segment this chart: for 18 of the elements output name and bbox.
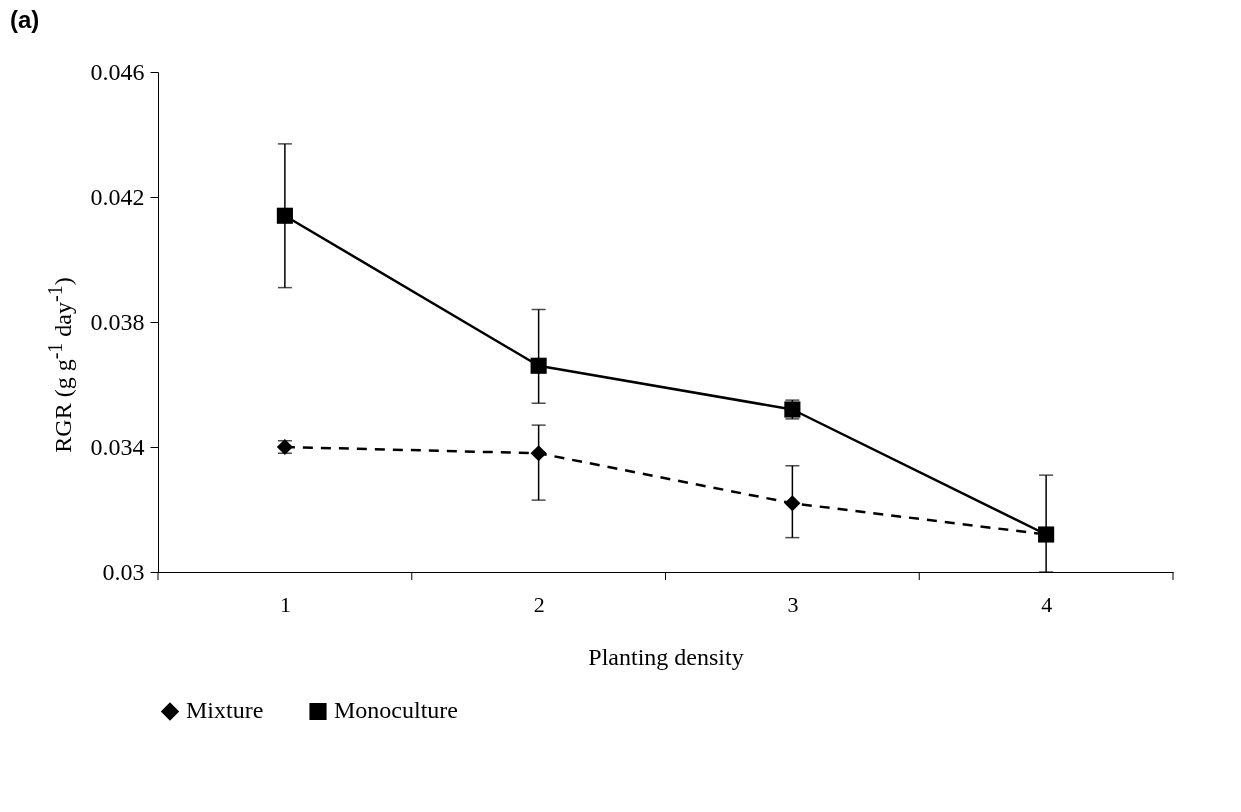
x-tick-label: 2 [533, 591, 545, 617]
y-tick-label: 0.038 [90, 308, 145, 335]
x-axis-title: Planting density [588, 643, 744, 670]
y-tick-label: 0.03 [102, 558, 145, 585]
chart-title: (a) [10, 6, 40, 34]
legend-label: Monoculture [334, 697, 458, 724]
point [276, 207, 293, 224]
point [530, 357, 547, 374]
x-tick-label: 4 [1041, 591, 1053, 617]
legend-label: Mixture [186, 697, 264, 724]
point [530, 445, 547, 462]
y-tick-label: 0.046 [90, 58, 145, 85]
x-tick-label: 1 [279, 591, 291, 617]
x-tick-label: 3 [787, 591, 799, 617]
y-tick-label: 0.034 [90, 433, 145, 460]
point [784, 495, 801, 512]
y-tick-label: 0.042 [90, 183, 145, 210]
point [1038, 526, 1055, 543]
